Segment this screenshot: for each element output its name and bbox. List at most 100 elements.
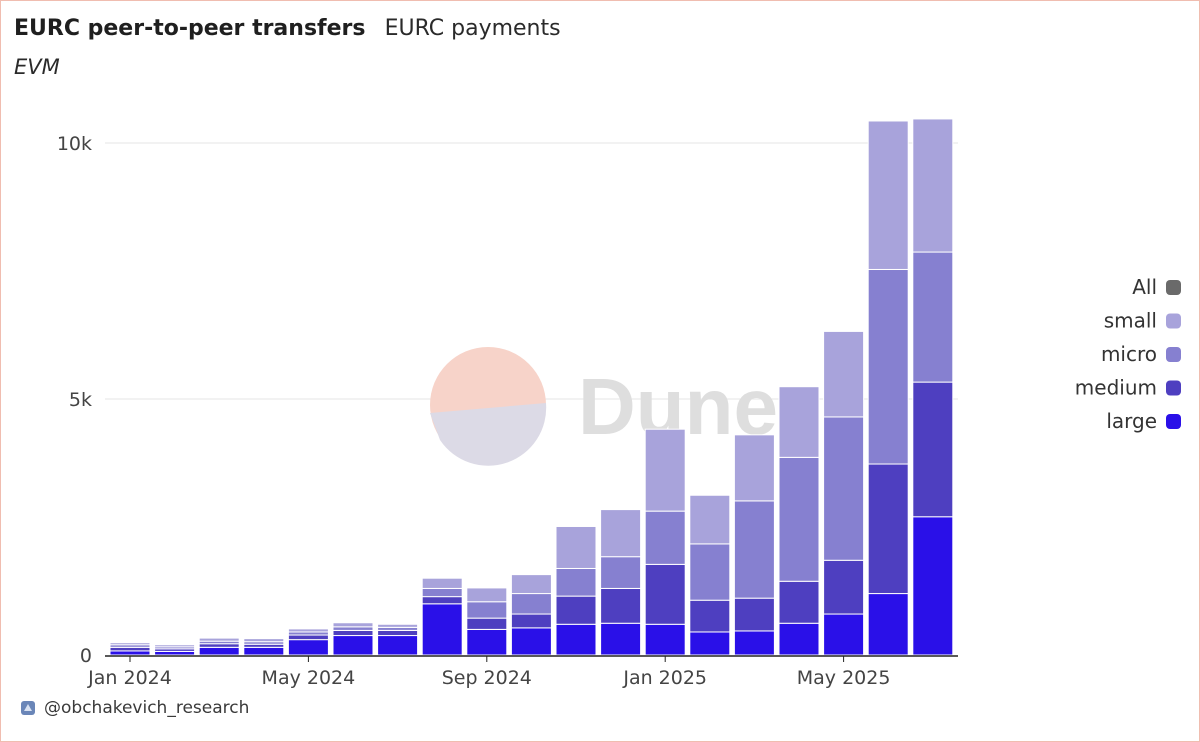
- bar-segment-medium[interactable]: [689, 599, 731, 633]
- bar-segment-large[interactable]: [332, 635, 374, 656]
- legend-item-large[interactable]: large: [1106, 409, 1181, 433]
- bar-segment-small[interactable]: [912, 118, 954, 253]
- bar-segment-medium[interactable]: [644, 563, 686, 625]
- bar-segment-small[interactable]: [154, 644, 196, 648]
- author-handle[interactable]: @obchakevich_research: [44, 698, 250, 718]
- bar-segment-large[interactable]: [287, 639, 329, 656]
- bar-segment-medium[interactable]: [778, 580, 820, 624]
- bar-segment-large[interactable]: [600, 622, 642, 656]
- bar-segment-micro[interactable]: [466, 601, 508, 619]
- bar-segment-small[interactable]: [600, 509, 642, 558]
- bar-segment-small[interactable]: [377, 623, 419, 628]
- bar-segment-large[interactable]: [867, 593, 909, 656]
- bar-segment-large[interactable]: [154, 650, 196, 656]
- bar-segment-small[interactable]: [421, 577, 463, 589]
- legend-swatch: [1166, 347, 1181, 362]
- legend-label: large: [1106, 409, 1157, 433]
- bar-segment-large[interactable]: [912, 516, 954, 656]
- legend-swatch: [1166, 313, 1181, 329]
- axes: 0 5k 10k Jan 2024 May 2024 Sep 2024 Jan 2025 Ma…: [57, 133, 958, 689]
- bar-segment-medium[interactable]: [600, 587, 642, 624]
- bar-segment-small[interactable]: [555, 525, 597, 569]
- footer: @obchakevich_research: [20, 698, 249, 718]
- bar-segment-medium[interactable]: [555, 595, 597, 625]
- bar-segment-large[interactable]: [198, 646, 240, 656]
- bar-segment-small[interactable]: [510, 574, 552, 595]
- bar-segment-small[interactable]: [243, 638, 285, 643]
- bar-segment-micro[interactable]: [510, 593, 552, 615]
- x-tick-label: Sep 2024: [442, 667, 532, 689]
- bar-segment-micro[interactable]: [600, 556, 642, 589]
- y-tick-label: 5k: [69, 389, 92, 411]
- x-tick-label: Jan 2025: [622, 667, 707, 689]
- bar-segment-small[interactable]: [689, 494, 731, 545]
- bar-segment-large[interactable]: [377, 635, 419, 656]
- bar-segment-medium[interactable]: [733, 597, 775, 632]
- bar-segment-small[interactable]: [644, 428, 686, 512]
- y-tick-label: 0: [80, 645, 92, 667]
- bar-segment-large[interactable]: [555, 623, 597, 656]
- bar-segment-small[interactable]: [867, 120, 909, 270]
- bar-segment-medium[interactable]: [198, 643, 240, 648]
- y-tick-label: 10k: [57, 133, 92, 155]
- x-tick-label: May 2024: [262, 667, 356, 689]
- bar-segment-small[interactable]: [823, 330, 865, 418]
- bar-segment-micro[interactable]: [555, 567, 597, 597]
- bar-segment-small[interactable]: [778, 386, 820, 458]
- bar-segment-small[interactable]: [287, 628, 329, 633]
- legend-label: micro: [1101, 342, 1157, 366]
- bar-segment-large[interactable]: [689, 631, 731, 656]
- bar-segment-large[interactable]: [823, 613, 865, 656]
- bar-segment-large[interactable]: [733, 630, 775, 656]
- bar-segment-large[interactable]: [644, 623, 686, 656]
- legend-item-all[interactable]: All: [1132, 275, 1181, 299]
- bar-segment-medium[interactable]: [912, 381, 954, 518]
- legend-item-micro[interactable]: micro: [1101, 342, 1181, 366]
- bar-segment-small[interactable]: [198, 637, 240, 642]
- legend-swatch: [1166, 380, 1181, 396]
- bar-segment-medium[interactable]: [510, 613, 552, 629]
- bar-segment-medium[interactable]: [109, 646, 151, 652]
- x-tick-label: Jan 2024: [87, 667, 172, 689]
- bar-segment-micro[interactable]: [778, 456, 820, 582]
- bar-segment-medium[interactable]: [332, 629, 374, 637]
- bar-segment-micro[interactable]: [421, 587, 463, 598]
- bar-segment-medium[interactable]: [466, 617, 508, 630]
- bar-segment-medium[interactable]: [287, 634, 329, 641]
- bar-segment-micro[interactable]: [912, 251, 954, 383]
- legend-label: small: [1104, 309, 1157, 333]
- bar-segment-large[interactable]: [243, 646, 285, 656]
- legend-swatch: [1166, 414, 1181, 429]
- bar-segment-large[interactable]: [466, 628, 508, 656]
- bar-segment-large[interactable]: [109, 650, 151, 656]
- legend-item-medium[interactable]: medium: [1075, 376, 1181, 400]
- bar-segment-small[interactable]: [332, 622, 374, 628]
- bar-segment-small[interactable]: [109, 642, 151, 646]
- bar-segment-micro[interactable]: [733, 500, 775, 599]
- bar-segment-micro[interactable]: [867, 268, 909, 465]
- bar-segment-large[interactable]: [778, 622, 820, 656]
- legend: All small micro medium large: [1075, 275, 1181, 433]
- author-avatar-icon: [21, 701, 35, 715]
- bar-segment-small[interactable]: [733, 434, 775, 502]
- bar-segment-medium[interactable]: [377, 629, 419, 637]
- x-tick-label: May 2025: [797, 667, 891, 689]
- legend-item-small[interactable]: small: [1104, 309, 1181, 333]
- bar-segment-large[interactable]: [421, 603, 463, 656]
- bars: [109, 118, 954, 656]
- bar-segment-medium[interactable]: [421, 596, 463, 605]
- chart-title: EURC peer-to-peer transfers: [14, 16, 366, 41]
- dune-watermark: Dune: [430, 347, 778, 466]
- chart-header: EURC peer-to-peer transfers EURC payment…: [14, 16, 561, 41]
- bar-segment-micro[interactable]: [644, 510, 686, 565]
- legend-swatch: [1166, 280, 1181, 295]
- bar-segment-large[interactable]: [510, 627, 552, 656]
- bar-segment-micro[interactable]: [823, 416, 865, 561]
- bar-segment-small[interactable]: [466, 587, 508, 603]
- tab-eurc-payments[interactable]: EURC payments: [384, 16, 561, 41]
- bar-segment-micro[interactable]: [689, 543, 731, 601]
- bar-segment-micro[interactable]: [332, 626, 374, 631]
- bar-segment-medium[interactable]: [823, 559, 865, 615]
- bar-segment-medium[interactable]: [867, 463, 909, 595]
